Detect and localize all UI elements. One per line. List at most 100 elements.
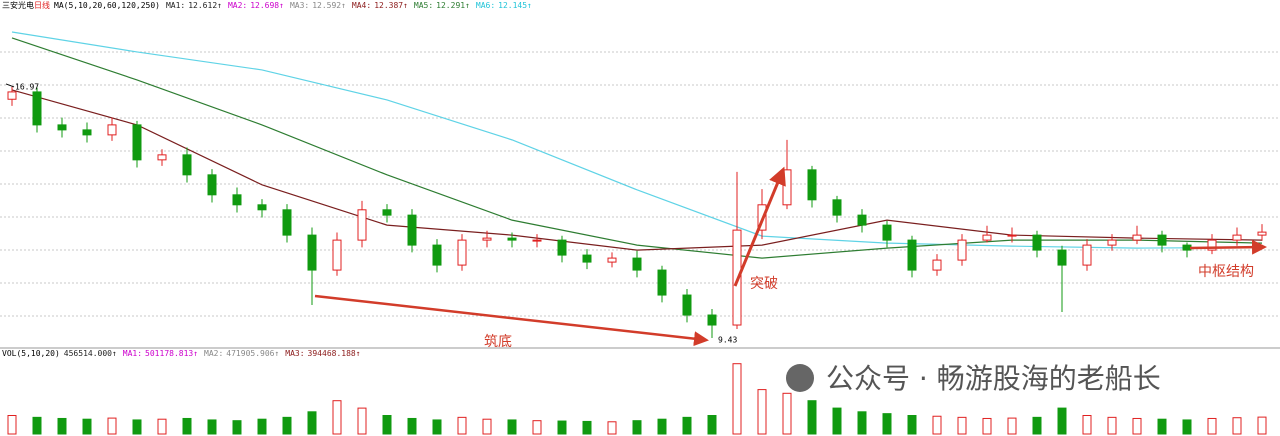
candle-body [657,269,667,296]
volume-bar [232,420,242,435]
volume-bar [1007,417,1017,435]
ma-line [11,89,1263,251]
volume-bar [332,400,342,435]
volume-bar [907,415,917,435]
header-item: MA1: [123,349,142,358]
header-item: MA6: [476,1,495,10]
annotation: 突破 [750,276,778,292]
header-value: 471905.906↑ [226,349,279,358]
volume-bar [682,416,692,435]
header-value: 12.291↑ [436,1,470,10]
candle-body [382,209,392,216]
volume-bar [632,420,642,435]
header-item: MA1: [166,1,185,10]
volume-bar [757,389,767,435]
candle-body [7,91,17,100]
volume-bar [407,417,417,435]
header-value: 12.145↑ [498,1,532,10]
volume-bar [1182,419,1192,435]
volume-bar [282,416,292,435]
volume-bar [182,417,192,435]
header-value: 394468.188↑ [308,349,361,358]
volume-bar [82,418,92,435]
candle-body [1132,234,1142,241]
header-item: VOL(5,10,20) [2,349,60,358]
volume-bar [57,417,67,435]
volume-bar [1207,417,1217,435]
header-value: 456514.000↑ [64,349,117,358]
candle-body [582,254,592,263]
header-item: MA(5,10,20,60,120,250) [54,1,160,10]
candle-body [882,224,892,241]
volume-bar [257,418,267,435]
candle-body [932,259,942,271]
candle-body [282,209,292,236]
header-item: MA3: [290,1,309,10]
candle-body [557,239,567,256]
volume-bar [207,419,217,435]
header-value: 12.592↑ [312,1,346,10]
marks: 16.97 9.43 [0,31,1280,435]
volume-bar [782,392,792,435]
volume-bar [1032,416,1042,435]
candle-body [1207,239,1217,251]
volume-bar [357,407,367,435]
header-item: MA3: [285,349,304,358]
header-value: 12.387↑ [374,1,408,10]
header-item: 三安光电 [2,0,34,10]
candle-body [857,214,867,226]
watermark: 公众号 · 畅游股海的老船长 [826,362,1161,395]
candle-body [957,239,967,261]
volume-bar [457,416,467,435]
candle-body [607,257,617,263]
volume-bar [382,415,392,435]
candle-body [1182,244,1192,251]
candle-body [1057,249,1067,266]
arrow [733,166,786,287]
volume-bar [482,418,492,435]
volume-bar [32,416,42,435]
header-item: MA2: [204,349,223,358]
candle-body [332,239,342,271]
candle-body [407,214,417,246]
candle-body [1257,231,1267,236]
candle-body [132,124,142,161]
arrow [1189,239,1267,255]
volume-bar [1132,417,1142,435]
volume-bar [107,417,117,435]
volume-bar [982,417,992,435]
header-item: MA2: [228,1,247,10]
volume-bar [832,407,842,435]
candle-body [232,194,242,206]
arrow [314,294,709,347]
candle-body [432,244,442,266]
annotation: 中枢结构 [1198,264,1254,280]
volume-bar [932,415,942,435]
ma-line [11,37,1263,259]
candle-body [207,174,217,196]
volume-bar [157,418,167,435]
candle-body [782,169,792,206]
volume-bar [707,415,717,435]
candle-body [807,169,817,201]
price-pointer [5,83,15,88]
candle-body [257,204,267,211]
volume-bar [607,421,617,435]
price-header: 三安光电日线 MA(5,10,20,60,120,250) MA1: 12.612↑ M… [2,0,532,10]
volume-bar [807,400,817,435]
volume-bar [507,419,517,435]
candle-body [907,239,917,271]
volume-bar [132,419,142,435]
header-item: MA5: [414,1,433,10]
volume-bar [1232,417,1242,435]
header-value: 501178.813↑ [145,349,198,358]
candle-body [632,257,642,271]
candle-body [1232,234,1242,241]
candle-body [707,314,717,326]
volume-bar [1082,415,1092,435]
volume-bar [882,413,892,435]
candle-body [57,124,67,131]
candle-body [1082,244,1092,266]
